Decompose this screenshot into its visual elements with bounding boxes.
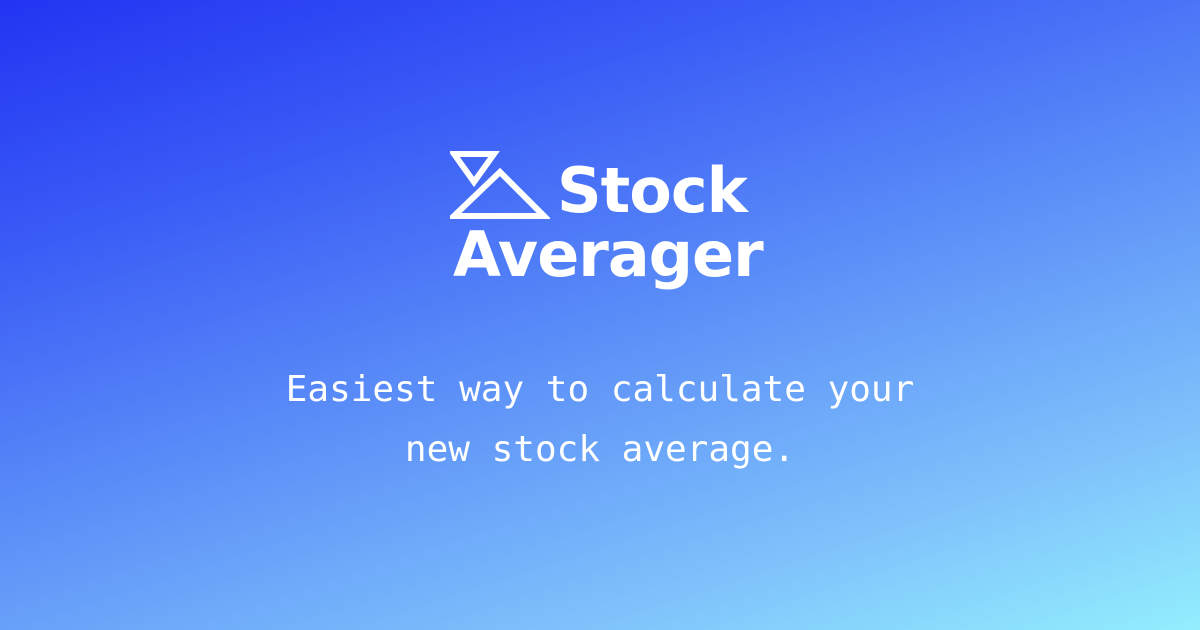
brand-name-averager: Averager [453, 218, 764, 291]
tagline: Easiest way to calculate your new stock … [0, 360, 1200, 480]
brand-name-stock: Stock [557, 154, 748, 227]
tagline-line-2: new stock average. [404, 429, 796, 470]
tagline-line-1: Easiest way to calculate your [285, 369, 915, 410]
triangles-logo-icon [446, 150, 552, 222]
